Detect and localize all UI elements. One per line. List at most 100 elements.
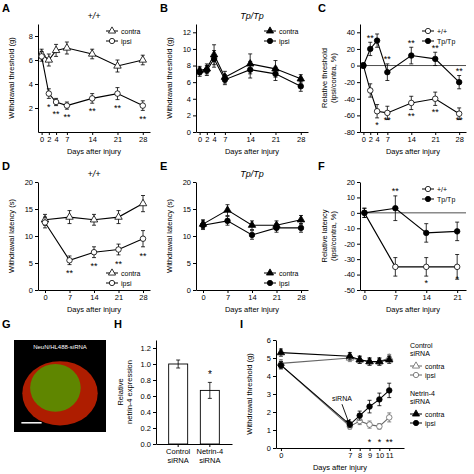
legend-marker	[425, 186, 430, 191]
y-tick: 5	[187, 259, 196, 268]
significance-label: **	[392, 186, 400, 196]
y-tick-mark	[35, 182, 38, 183]
x-tick-label: 0	[362, 135, 366, 144]
x-tick: 21	[114, 132, 122, 144]
image-blob	[22, 361, 97, 425]
y-tick: 0	[29, 286, 38, 295]
x-tick-label: 7	[226, 293, 230, 302]
y-tick-mark	[153, 380, 156, 381]
y-axis-label: Withdrawal threshold (g)	[7, 37, 16, 119]
error-bar	[377, 424, 381, 429]
x-tick-label: 21	[432, 135, 440, 144]
x-tick-label: 2	[47, 135, 51, 144]
y-tick-label: -10	[344, 224, 355, 233]
y-tick: 5	[29, 259, 38, 268]
y-tick-label: 0.6	[141, 392, 151, 401]
text-line: Withdrawal threshold (g)	[7, 37, 16, 119]
legend-marker	[266, 27, 273, 33]
panel: 02471421282468+/+Days after injuryWithdr…	[7, 11, 151, 156]
panel: NeuN/HL488-siRNA	[14, 340, 106, 432]
point	[367, 404, 373, 410]
error-bar	[393, 196, 397, 221]
title: +/+	[87, 169, 100, 179]
legend-group-label: Netrin-4siRNA	[410, 390, 435, 405]
point	[432, 96, 438, 102]
x-tick-label: 28	[297, 135, 305, 144]
point	[53, 99, 59, 105]
image-background	[14, 340, 106, 432]
significance-label: *	[208, 369, 212, 380]
point	[393, 205, 399, 211]
y-axis-line	[360, 183, 361, 291]
x-tick-label: Netrin-4siRNA	[196, 447, 223, 465]
legend-label: contra	[279, 270, 299, 277]
y-axis-line	[196, 183, 197, 291]
y-tick: 6	[187, 78, 196, 87]
point	[277, 348, 284, 354]
legend: contraipsi	[264, 27, 299, 46]
y-tick: 1.2	[141, 344, 156, 353]
point	[115, 91, 121, 97]
point	[90, 216, 97, 222]
error-bar	[387, 383, 391, 397]
y-tick-label: 5	[267, 354, 271, 363]
error-bar	[223, 75, 227, 85]
y-tick-label: 12	[183, 28, 191, 37]
plot-area	[199, 205, 304, 240]
error-bar	[457, 76, 461, 89]
x-axis-label: Days after injury	[67, 305, 121, 314]
x-tick: 14	[247, 132, 255, 144]
series-line	[281, 353, 389, 362]
panel: 0714212805101520Tp/TpDays after injuryWi…	[165, 169, 309, 314]
series-line	[281, 358, 389, 363]
point	[386, 388, 392, 394]
legend-label: Tp/Tp	[437, 38, 455, 46]
series	[278, 362, 392, 430]
legend: contraipsi	[106, 27, 141, 46]
y-tick-label: 10	[347, 193, 355, 202]
text-line: netrin-4 expression	[125, 360, 134, 424]
error-bar	[90, 94, 94, 104]
y-tick-label: 8	[187, 61, 191, 70]
x-axis-line	[361, 132, 467, 133]
series	[38, 42, 146, 72]
x-tick: 0	[40, 132, 44, 144]
point	[298, 84, 304, 90]
error-bar	[208, 382, 212, 398]
legend-marker	[425, 38, 430, 43]
y-tick-mark	[273, 340, 276, 341]
y-tick-label: 2	[29, 104, 33, 113]
x-tick: 10	[376, 448, 384, 460]
y-tick-label: 0	[29, 286, 33, 295]
panel: ControlsiRNANetrin-4siRNA0.00.20.40.60.8…	[116, 341, 233, 465]
series-line	[364, 208, 457, 233]
plot-area	[169, 360, 220, 444]
y-tick-label: 1.2	[141, 344, 151, 353]
point	[88, 50, 95, 56]
y-axis: -50-40-30-20-1001020	[344, 178, 360, 295]
significance-label: **	[408, 38, 416, 48]
legend-label: +/+	[437, 28, 447, 35]
y-axis: 05101520	[183, 178, 197, 295]
point	[115, 213, 122, 219]
x-axis-line	[361, 290, 467, 291]
y-tick-mark	[193, 236, 196, 237]
x-axis: 071421	[361, 290, 467, 302]
y-tick-label: 0	[351, 209, 355, 218]
y-tick-mark	[357, 197, 360, 198]
y-tick-label: 6	[267, 336, 271, 345]
x-tick-label: 4	[212, 135, 216, 144]
error-bar	[433, 52, 437, 65]
x-tick-label: 2	[369, 135, 373, 144]
point	[386, 415, 392, 421]
y-tick-label: -60	[344, 111, 355, 120]
error-bar	[65, 102, 69, 109]
legend-label: contra	[121, 28, 141, 35]
x-tick: 0	[43, 290, 47, 302]
x-axis-line	[157, 444, 233, 445]
y-tick-mark	[193, 290, 196, 291]
y-tick-label: 6	[29, 56, 33, 65]
y-tick-label: 0	[267, 444, 271, 453]
y-axis-label: Withdrawal threshold (g)	[245, 353, 254, 435]
y-tick-mark	[35, 84, 38, 85]
